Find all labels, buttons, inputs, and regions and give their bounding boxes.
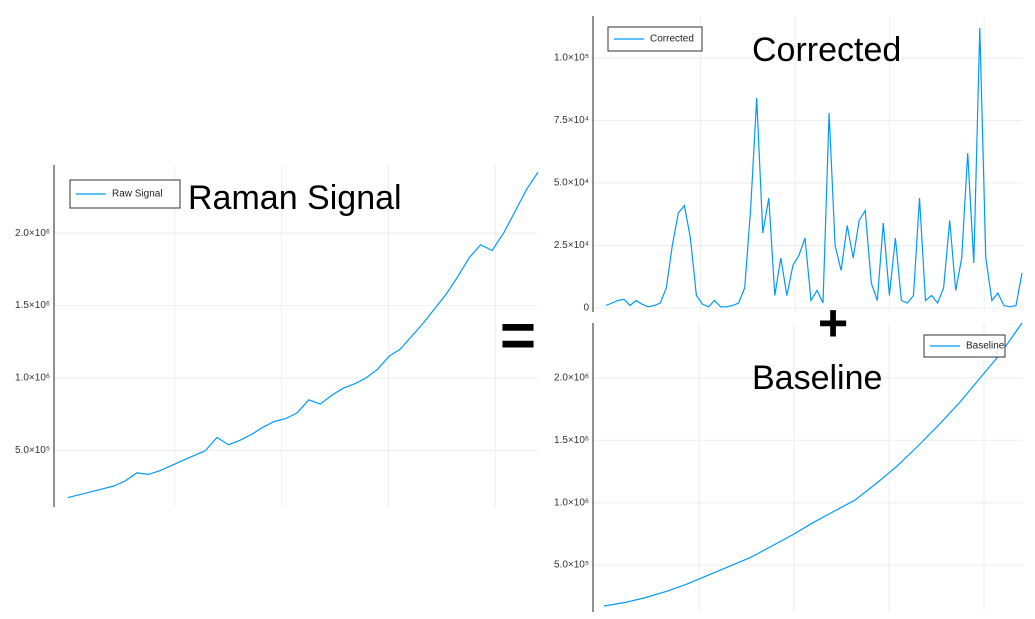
y-tick-label: 1.0×10⁶ <box>15 373 50 384</box>
legend-box <box>923 334 1006 358</box>
legend-label: Corrected <box>650 34 694 45</box>
y-tick-label: 1.5×10⁶ <box>554 435 589 446</box>
y-tick-label: 1.5×10⁶ <box>15 300 50 311</box>
chart-title: Raman Signal <box>188 179 402 217</box>
legend-box <box>69 179 181 209</box>
y-tick-label: 1.0×10⁶ <box>554 497 589 508</box>
y-tick-label: 2.5×10⁴ <box>554 240 589 251</box>
data-line <box>605 27 1023 308</box>
y-tick-label: 7.5×10⁴ <box>554 115 589 126</box>
y-tick-label: 5.0×10⁴ <box>554 178 589 189</box>
data-line <box>603 322 1023 607</box>
chart-title: Corrected <box>752 31 901 69</box>
y-tick-label: 0 <box>583 303 589 314</box>
y-tick-label: 1.0×10⁵ <box>554 53 589 64</box>
legend-label: Raw Signal <box>112 189 163 200</box>
y-tick-label: 5.0×10⁵ <box>554 560 589 571</box>
legend-label: Baseline <box>966 341 1005 352</box>
y-tick-label: 2.0×10⁶ <box>554 373 589 384</box>
equals-sign: = <box>500 301 536 370</box>
plus-sign: + <box>818 295 848 353</box>
y-tick-label: 5.0×10⁵ <box>15 445 50 456</box>
data-line <box>67 171 539 499</box>
chart-title: Baseline <box>752 359 882 397</box>
y-tick-label: 2.0×10⁶ <box>15 228 50 239</box>
